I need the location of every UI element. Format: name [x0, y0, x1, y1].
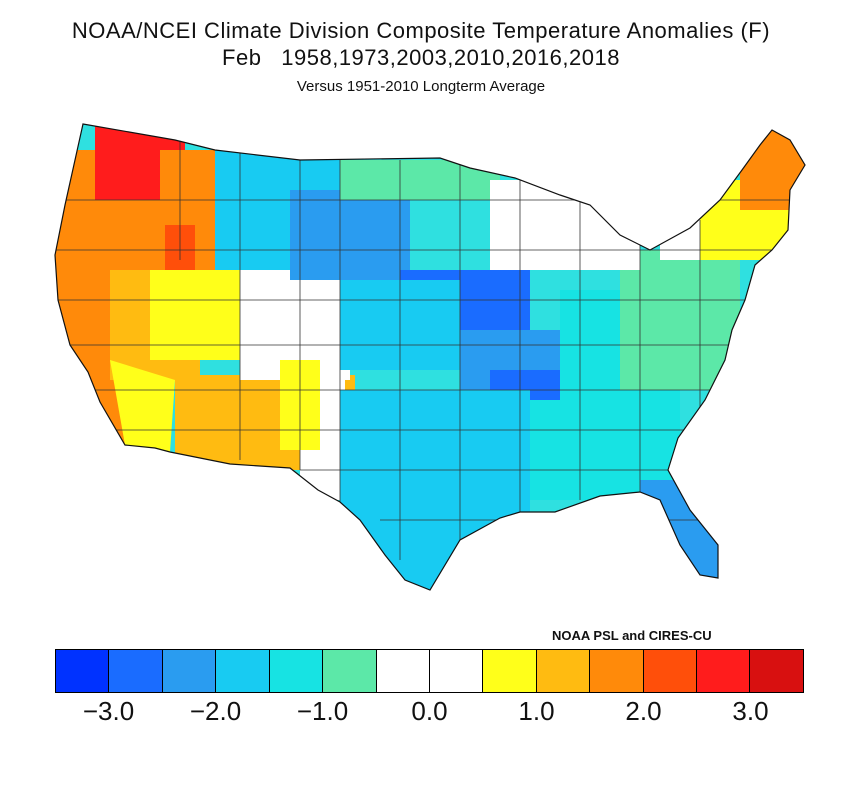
legend-swatch	[162, 650, 217, 692]
color-legend-bar	[55, 649, 804, 693]
region-yellow-utah	[150, 270, 250, 360]
region-dakotas	[290, 190, 410, 280]
legend-swatch	[536, 650, 591, 692]
legend-swatch	[643, 650, 698, 692]
legend-swatch	[697, 650, 751, 692]
legend-swatch	[483, 650, 537, 692]
map-subtitle: Feb 1958,1973,2003,2010,2016,2018	[222, 45, 620, 70]
credit-label: NOAA PSL and CIRES-CU	[552, 628, 712, 643]
legend-tick-label: 2.0	[625, 696, 662, 726]
legend-tick-label: 1.0	[518, 696, 555, 726]
legend-ticks: −3.0 −2.0 −1.0 0.0 1.0 2.0 3.0	[55, 696, 804, 732]
legend-swatch	[56, 650, 110, 692]
map-title: NOAA/NCEI Climate Division Composite Tem…	[71, 18, 771, 43]
legend-swatch	[269, 650, 324, 692]
region-florida	[640, 480, 730, 590]
region-mid-atlantic	[620, 250, 740, 390]
legend-tick-label: −2.0	[189, 696, 242, 726]
legend-swatch	[216, 650, 270, 692]
legend-swatch	[323, 650, 377, 692]
legend-tick-label: −1.0	[296, 696, 349, 726]
region-socal-yellow	[110, 360, 175, 452]
legend-tick-label: 3.0	[732, 696, 769, 726]
region-minnesota	[340, 160, 500, 200]
region-texas	[340, 390, 530, 590]
legend-swatch	[109, 650, 163, 692]
region-maine	[740, 124, 805, 210]
legend-tick-label: −3.0	[82, 696, 135, 726]
map-note: Versus 1951-2010 Longterm Average	[296, 78, 546, 95]
legend-swatch	[429, 650, 484, 692]
legend-swatch	[376, 650, 430, 692]
legend-tick-label: 0.0	[411, 696, 448, 726]
legend-swatch	[590, 650, 644, 692]
legend-swatch	[750, 650, 803, 692]
region-great-lakes	[490, 180, 640, 270]
